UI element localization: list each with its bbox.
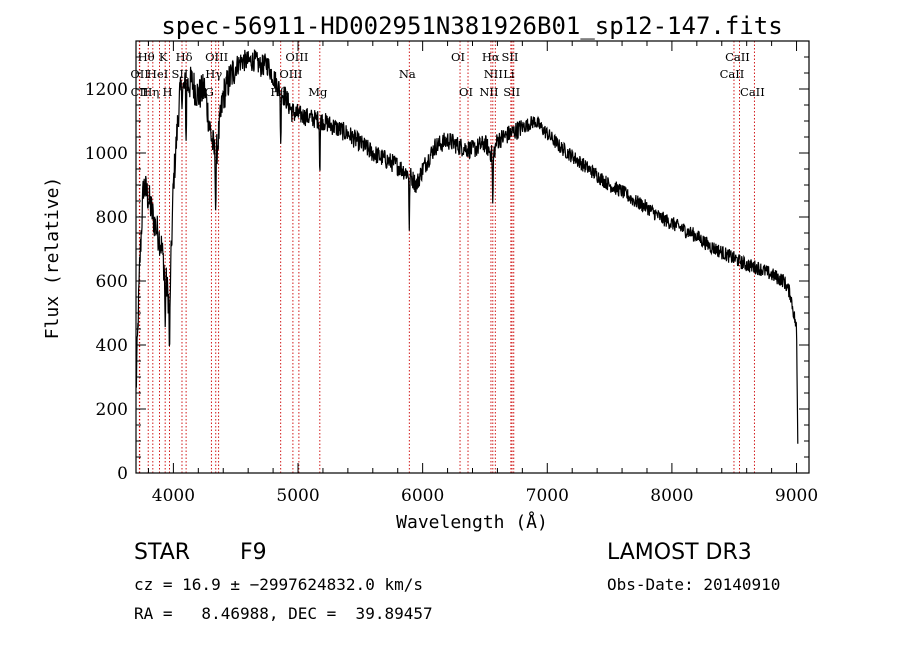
- x-tick-label-4: 8000: [650, 486, 693, 506]
- line-label-1: K: [159, 50, 168, 64]
- line-label-25: CaII: [725, 50, 750, 64]
- x-tick-label-3: 7000: [526, 486, 569, 506]
- x-tick-label-1: 5000: [276, 486, 319, 506]
- y-tick-label-1: 200: [96, 400, 128, 420]
- line-label-9: OIII: [205, 50, 228, 64]
- line-label-10: Hγ: [205, 67, 222, 81]
- line-label-21: NII: [484, 67, 503, 81]
- line-label-26: CaII: [720, 67, 745, 81]
- x-tick-label-0: 4000: [152, 486, 195, 506]
- line-label-8: H: [163, 85, 173, 99]
- x-axis: 4000 5000 6000 7000 8000 9000: [147, 41, 818, 506]
- line-label-23: NII: [479, 85, 498, 99]
- y-tick-label-6: 1200: [85, 80, 128, 100]
- plot-frame: [135, 40, 810, 474]
- coordinates: RA = 8.46988, DEC = 39.89457: [134, 604, 433, 623]
- line-label-0: Hθ: [138, 50, 155, 64]
- spectrum-line: [135, 49, 799, 444]
- x-axis-label: Wavelength (Å): [396, 511, 548, 533]
- y-tick-label-5: 1000: [85, 144, 128, 164]
- line-label-3: OII: [130, 67, 149, 81]
- line-label-19: Hα: [482, 50, 500, 64]
- line-label-11: G: [205, 85, 214, 99]
- line-label-13: OIII: [279, 67, 302, 81]
- line-label-17: OI: [451, 50, 465, 64]
- obs-date: Obs-Date: 20140910: [607, 575, 781, 594]
- line-label-20: SII: [502, 50, 519, 64]
- x-tick-label-5: 9000: [775, 486, 818, 506]
- line-label-15: Mg: [308, 85, 328, 99]
- y-tick-label-3: 600: [96, 272, 128, 292]
- redshift-info: cz = 16.9 ± −2997624832.0 km/s: [134, 575, 423, 594]
- y-tick-label-4: 800: [96, 208, 128, 228]
- survey-name: LAMOST DR3: [607, 540, 752, 565]
- line-label-12: OIII: [285, 50, 308, 64]
- line-label-7: Hη: [142, 85, 159, 99]
- line-label-2: Hδ: [176, 50, 193, 64]
- spectral-line-markers: [138, 41, 755, 473]
- object-type: STAR: [134, 540, 191, 565]
- y-axis-label: Flux (relative): [42, 177, 63, 340]
- y-axis: 0 200 400 600 800 1000 1200: [85, 56, 809, 484]
- line-label-27: CaII: [740, 85, 765, 99]
- chart-title: spec-56911-HD002951N381926B01_sp12-147.f…: [161, 12, 782, 40]
- x-tick-label-2: 6000: [401, 486, 444, 506]
- subclass: F9: [240, 540, 267, 565]
- line-label-22: Li: [503, 67, 515, 81]
- y-tick-label-0: 0: [117, 464, 128, 484]
- line-label-16: Na: [399, 67, 416, 81]
- line-label-24: SII: [503, 85, 520, 99]
- line-label-4: HeI: [147, 67, 168, 81]
- y-tick-label-2: 400: [96, 336, 128, 356]
- line-label-18: OI: [459, 85, 473, 99]
